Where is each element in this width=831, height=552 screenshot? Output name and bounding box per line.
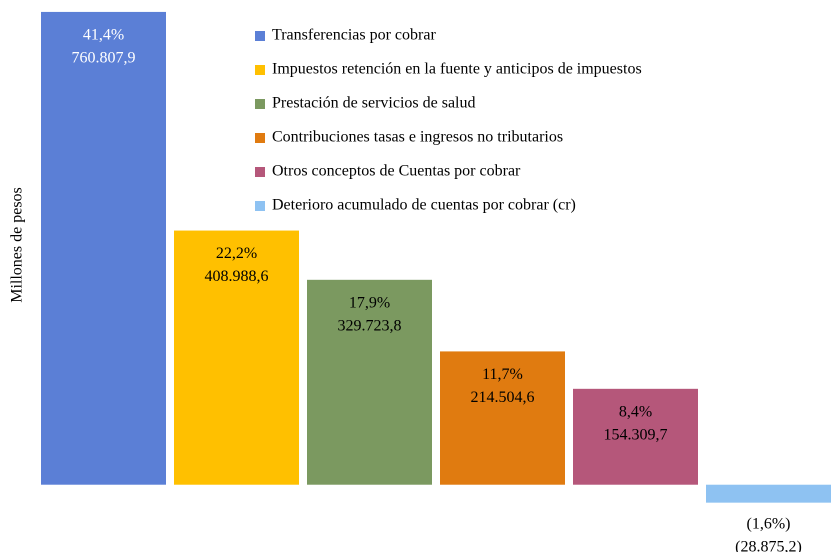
legend-label: Impuestos retención en la fuente y antic… [272, 61, 642, 78]
value-label: (28.875,2) [735, 538, 802, 552]
legend-swatch [255, 167, 265, 177]
share-label: 22,2% [216, 245, 257, 262]
share-label: 17,9% [349, 294, 390, 311]
share-label: 11,7% [482, 366, 523, 383]
legend-swatch [255, 31, 265, 41]
value-label: 408.988,6 [205, 268, 269, 285]
value-label: 154.309,7 [604, 426, 668, 443]
bar [706, 484, 831, 503]
bar [573, 388, 698, 485]
legend-swatch [255, 133, 265, 143]
legend-label: Transferencias por cobrar [272, 27, 436, 44]
legend-label: Otros conceptos de Cuentas por cobrar [272, 163, 521, 180]
share-label: 8,4% [619, 403, 652, 420]
legend-swatch [255, 201, 265, 211]
legend-label: Contribuciones tasas e ingresos no tribu… [272, 129, 563, 146]
value-label: 329.723,8 [338, 317, 402, 334]
share-label: 41,4% [83, 27, 124, 44]
bar [174, 230, 299, 485]
y-axis-label: Millones de pesos [9, 187, 26, 303]
bar [440, 351, 565, 485]
value-label: 760.807,9 [72, 50, 136, 67]
value-label: 214.504,6 [471, 389, 535, 406]
share-label: (1,6%) [747, 515, 791, 532]
legend-label: Prestación de servicios de salud [272, 95, 476, 112]
legend-swatch [255, 99, 265, 109]
bar [307, 279, 432, 485]
legend-label: Deterioro acumulado de cuentas por cobra… [272, 197, 576, 214]
legend-swatch [255, 65, 265, 75]
bar [41, 11, 166, 485]
